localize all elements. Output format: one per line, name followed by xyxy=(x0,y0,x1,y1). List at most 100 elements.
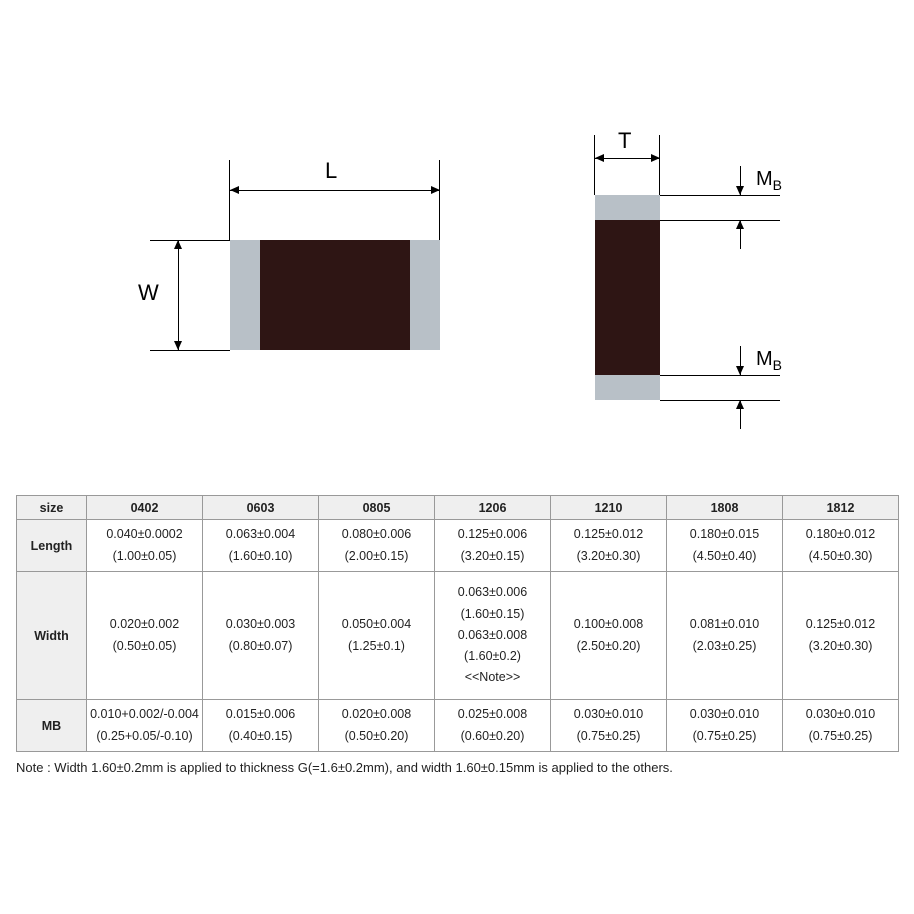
dim-extension xyxy=(660,375,780,376)
dim-line-L xyxy=(230,190,440,191)
dim-extension xyxy=(660,220,780,221)
table-cell: 0.010+0.002/-0.004(0.25+0.05/-0.10) xyxy=(87,700,203,752)
col-header: 0402 xyxy=(87,496,203,520)
cell-line: (1.00±0.05) xyxy=(89,546,200,567)
cell-line: (1.25±0.1) xyxy=(321,636,432,657)
table-row: MB0.010+0.002/-0.004(0.25+0.05/-0.10)0.0… xyxy=(17,700,899,752)
cell-line: (0.75±0.25) xyxy=(669,726,780,747)
col-header: 1812 xyxy=(783,496,899,520)
dim-extension xyxy=(660,400,780,401)
cell-line: 0.063±0.008 xyxy=(437,625,548,646)
table-cell: 0.025±0.008(0.60±0.20) xyxy=(435,700,551,752)
cell-line: 0.040±0.0002 xyxy=(89,524,200,545)
cell-line: 0.030±0.010 xyxy=(669,704,780,725)
cell-line: (3.20±0.15) xyxy=(437,546,548,567)
table-cell: 0.063±0.004(1.60±0.10) xyxy=(203,520,319,572)
cell-line: (0.25+0.05/-0.10) xyxy=(89,726,200,747)
dim-label-W: W xyxy=(138,280,159,306)
cell-line: (4.50±0.40) xyxy=(669,546,780,567)
arrow-up-icon xyxy=(174,240,182,249)
table-header-row: size 0402 0603 0805 1206 1210 1808 1812 xyxy=(17,496,899,520)
mb-letter: M xyxy=(756,348,773,370)
cell-line: (1.60±0.10) xyxy=(205,546,316,567)
arrow-down-icon xyxy=(174,341,182,350)
arrow-right-icon xyxy=(651,154,660,162)
table-cell: 0.030±0.010(0.75±0.25) xyxy=(783,700,899,752)
table-cell: 0.040±0.0002(1.00±0.05) xyxy=(87,520,203,572)
arrow-left-icon xyxy=(230,186,239,194)
cell-line: 0.100±0.008 xyxy=(553,614,664,635)
cell-line: 0.125±0.012 xyxy=(553,524,664,545)
cell-line: 0.063±0.006 xyxy=(437,582,548,603)
mb-sub: B xyxy=(773,357,782,373)
cell-line: (0.50±0.20) xyxy=(321,726,432,747)
cell-line: (0.75±0.25) xyxy=(785,726,896,747)
table-row: Length0.040±0.0002(1.00±0.05)0.063±0.004… xyxy=(17,520,899,572)
arrow-down-icon xyxy=(736,366,744,375)
cell-line: (2.00±0.15) xyxy=(321,546,432,567)
col-header: 1808 xyxy=(667,496,783,520)
mb-letter: M xyxy=(756,168,773,190)
col-header: 0603 xyxy=(203,496,319,520)
cell-line: 0.125±0.012 xyxy=(785,614,896,635)
cell-line: <<Note>> xyxy=(437,667,548,688)
col-header: 1210 xyxy=(551,496,667,520)
component-top-view xyxy=(230,240,440,350)
cell-line: (0.40±0.15) xyxy=(205,726,316,747)
table-cell: 0.180±0.012(4.50±0.30) xyxy=(783,520,899,572)
row-header: MB xyxy=(17,700,87,752)
col-header: 0805 xyxy=(319,496,435,520)
cell-line: 0.030±0.010 xyxy=(553,704,664,725)
cell-line: 0.063±0.004 xyxy=(205,524,316,545)
top-terminal xyxy=(595,195,660,220)
table-cell: 0.180±0.015(4.50±0.40) xyxy=(667,520,783,572)
bottom-terminal xyxy=(595,375,660,400)
table-cell: 0.030±0.010(0.75±0.25) xyxy=(667,700,783,752)
dimension-diagram: L W T MB MB xyxy=(120,140,800,460)
cell-line: (0.75±0.25) xyxy=(553,726,664,747)
arrow-up-icon xyxy=(736,400,744,409)
cell-line: 0.030±0.003 xyxy=(205,614,316,635)
cell-line: (3.20±0.30) xyxy=(785,636,896,657)
row-header: Width xyxy=(17,572,87,700)
table-cell: 0.063±0.006(1.60±0.15)0.063±0.008(1.60±0… xyxy=(435,572,551,700)
cell-line: 0.180±0.012 xyxy=(785,524,896,545)
cell-line: (4.50±0.30) xyxy=(785,546,896,567)
table-cell: 0.125±0.012(3.20±0.30) xyxy=(783,572,899,700)
cell-line: (0.80±0.07) xyxy=(205,636,316,657)
cell-line: (1.60±0.15) xyxy=(437,604,548,625)
cell-line: 0.125±0.006 xyxy=(437,524,548,545)
col-header-size: size xyxy=(17,496,87,520)
dim-extension xyxy=(150,240,230,241)
cell-line: 0.050±0.004 xyxy=(321,614,432,635)
cell-line: (0.50±0.05) xyxy=(89,636,200,657)
dim-extension xyxy=(439,160,440,240)
cell-line: 0.081±0.010 xyxy=(669,614,780,635)
table-cell: 0.030±0.003(0.80±0.07) xyxy=(203,572,319,700)
cell-line: (3.20±0.30) xyxy=(553,546,664,567)
arrow-left-icon xyxy=(595,154,604,162)
component-side-view xyxy=(595,195,660,400)
row-header: Length xyxy=(17,520,87,572)
left-terminal xyxy=(230,240,260,350)
cell-line: 0.030±0.010 xyxy=(785,704,896,725)
dim-extension xyxy=(229,160,230,240)
table-cell: 0.030±0.010(0.75±0.25) xyxy=(551,700,667,752)
arrow-down-icon xyxy=(736,186,744,195)
table-cell: 0.081±0.010(2.03±0.25) xyxy=(667,572,783,700)
table-cell: 0.125±0.012(3.20±0.30) xyxy=(551,520,667,572)
cell-line: 0.015±0.006 xyxy=(205,704,316,725)
dimensions-table: size 0402 0603 0805 1206 1210 1808 1812 … xyxy=(16,495,899,752)
dimensions-table-wrap: size 0402 0603 0805 1206 1210 1808 1812 … xyxy=(16,495,898,752)
component-body xyxy=(260,240,410,350)
dim-extension xyxy=(659,135,660,195)
table-cell: 0.050±0.004(1.25±0.1) xyxy=(319,572,435,700)
col-header: 1206 xyxy=(435,496,551,520)
cell-line: (1.60±0.2) xyxy=(437,646,548,667)
table-cell: 0.125±0.006(3.20±0.15) xyxy=(435,520,551,572)
arrow-up-icon xyxy=(736,220,744,229)
dim-extension xyxy=(660,195,780,196)
table-cell: 0.020±0.002(0.50±0.05) xyxy=(87,572,203,700)
cell-line: 0.180±0.015 xyxy=(669,524,780,545)
table-row: Width0.020±0.002(0.50±0.05)0.030±0.003(0… xyxy=(17,572,899,700)
